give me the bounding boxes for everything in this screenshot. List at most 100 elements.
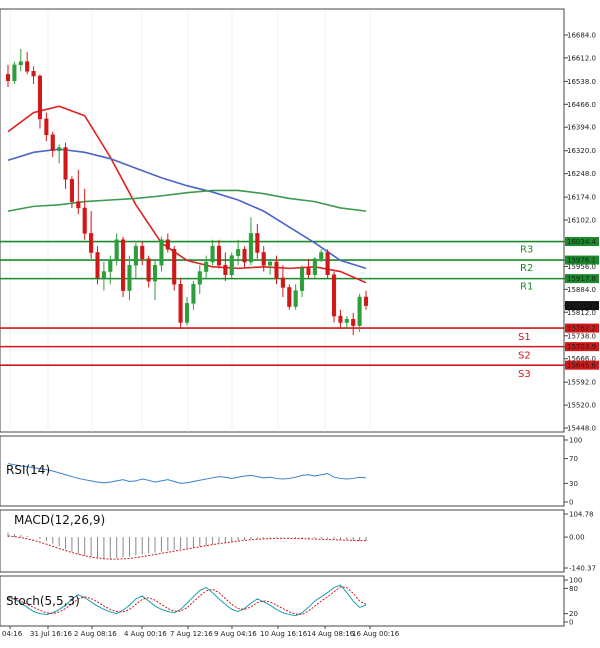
rsi-title: RSI(14) — [6, 463, 50, 477]
candle-body — [210, 245, 215, 263]
level-price-box — [565, 237, 599, 247]
candle-body — [121, 239, 126, 291]
main-panel-frame — [0, 8, 565, 433]
level-price-label: 15645.6 — [567, 362, 596, 370]
level-price-label: 15762.2 — [567, 325, 596, 333]
price-tick-label: 16684.0 — [567, 31, 596, 39]
candle-body — [133, 245, 138, 266]
level-price-box — [565, 274, 599, 284]
candle-body — [152, 264, 158, 282]
candle-body — [5, 74, 11, 82]
candle-body — [204, 261, 209, 272]
candle-body — [25, 61, 30, 72]
candle-body — [293, 290, 298, 307]
level-name-r3: R3 — [520, 245, 533, 256]
price-tick-label: 16612.0 — [567, 54, 596, 62]
candle-body — [223, 264, 228, 275]
candle-body — [57, 147, 62, 151]
candle-body — [248, 233, 253, 263]
candle-body — [312, 258, 317, 275]
price-tick-label: 16248.0 — [567, 170, 596, 178]
price-tick-label: 16174.0 — [567, 194, 596, 202]
price-tick-label: 16538.0 — [567, 78, 596, 86]
candle-body — [344, 319, 349, 323]
candle-body — [89, 233, 94, 253]
level-name-r1: R1 — [520, 282, 533, 293]
stoch-panel-frame — [0, 575, 565, 627]
candle-body — [31, 70, 36, 77]
candle-body — [172, 249, 177, 285]
time-tick-label: 04:16 — [2, 630, 23, 638]
candle-body — [274, 261, 279, 279]
price-tick-label: 15956.0 — [567, 263, 596, 271]
price-tick-label: 15448.0 — [567, 425, 596, 433]
level-price-label: 15976.1 — [567, 257, 596, 265]
time-tick-label: 2 Aug 08:16 — [74, 630, 117, 638]
candle-body — [325, 252, 330, 275]
candle-body — [197, 271, 202, 285]
stoch-tick-label: 20 — [569, 610, 578, 618]
rsi-line — [7, 463, 367, 484]
macd-tick-label: 0.00 — [569, 534, 585, 542]
candle-body — [236, 249, 241, 256]
level-name-r2: R2 — [520, 263, 533, 274]
candle-body — [69, 179, 74, 202]
level-price-box — [565, 255, 599, 265]
candle-body — [12, 64, 17, 82]
candle-body — [363, 296, 369, 306]
candle-body — [287, 287, 292, 307]
moving-average-line — [7, 148, 367, 270]
level-price-label: 15703.9 — [567, 343, 596, 351]
macd-signal-line — [7, 535, 366, 560]
candle-body — [63, 147, 68, 180]
stoch-tick-label: 0 — [569, 619, 573, 627]
price-tick-label: 15666.0 — [567, 355, 596, 363]
candle-body — [306, 268, 311, 275]
moving-average-line — [7, 105, 367, 284]
current-price-box — [565, 301, 599, 311]
candle-body — [76, 201, 81, 209]
stoch-title: Stoch(5,5,3) — [6, 594, 80, 608]
current-price-label: 15833.0 — [567, 302, 596, 310]
level-price-label: 16034.4 — [567, 238, 596, 246]
level-name-s3: S3 — [518, 369, 531, 380]
price-tick-label: 15812.0 — [567, 309, 596, 317]
candle-body — [216, 245, 222, 266]
time-tick-label: 7 Aug 12:16 — [170, 630, 213, 638]
macd-tick-label: -140.37 — [569, 565, 596, 573]
candle-body — [280, 277, 285, 288]
candle-body — [82, 207, 87, 234]
candle-body — [140, 245, 145, 260]
candle-body — [191, 284, 196, 304]
candle-body — [114, 239, 119, 261]
time-tick-label: 31 Jul 16:16 — [30, 630, 73, 638]
time-tick-label: 4 Aug 00:16 — [124, 630, 167, 638]
candle-body — [184, 303, 190, 323]
time-tick-label: 10 Aug 16:16 — [260, 630, 308, 638]
candle-body — [127, 264, 132, 291]
level-name-s2: S2 — [518, 351, 531, 362]
candle-body — [95, 252, 100, 279]
price-tick-label: 15884.0 — [567, 286, 596, 294]
price-tick-label: 16320.0 — [567, 147, 596, 155]
candle-body — [108, 260, 113, 272]
macd-tick-label: 104.78 — [569, 511, 594, 519]
time-tick-label: 16 Aug 00:16 — [352, 630, 400, 638]
price-tick-label: 16466.0 — [567, 101, 596, 109]
rsi-panel-frame — [0, 435, 565, 507]
macd-panel-frame — [0, 509, 565, 573]
stoch-tick-label: 100 — [569, 577, 582, 585]
rsi-tick-label: 70 — [569, 455, 578, 463]
moving-average-line — [7, 189, 367, 212]
candle-body — [146, 258, 151, 282]
price-tick-label: 16394.0 — [567, 124, 596, 132]
candle-body — [242, 249, 247, 263]
stoch-tick-label: 80 — [569, 585, 578, 593]
candle-body — [37, 75, 43, 120]
rsi-tick-label: 30 — [569, 480, 578, 488]
price-tick-label: 15592.0 — [567, 379, 596, 387]
candle-body — [44, 118, 49, 136]
candle-body — [101, 271, 106, 279]
stoch-signal-line — [8, 586, 367, 615]
